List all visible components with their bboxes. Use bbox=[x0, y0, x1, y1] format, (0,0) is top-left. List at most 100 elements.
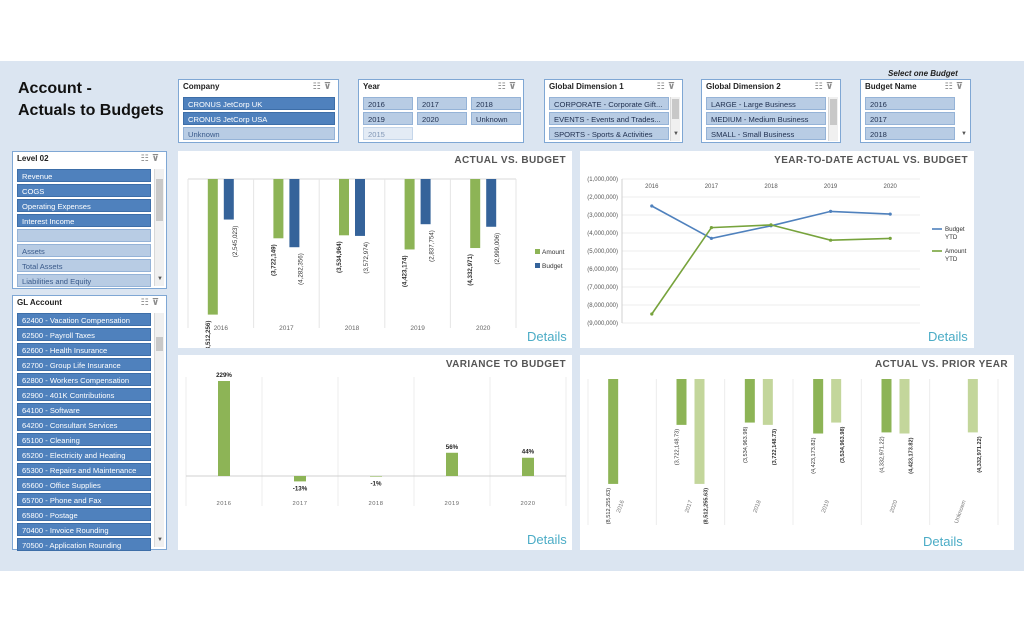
gl-account-item[interactable]: 70400 - Invoice Rounding bbox=[17, 523, 151, 536]
gl-account-item[interactable]: 65300 - Repairs and Maintenance bbox=[17, 463, 151, 476]
clear-filter-icon[interactable]: ⊽ bbox=[151, 153, 162, 163]
variance-chart: 229% 2016 -13% 2017 -1% 2018 56% 2019 44% 2020 bbox=[185, 372, 567, 507]
multi-select-icon[interactable]: ☷ bbox=[497, 81, 509, 91]
multi-select-icon[interactable]: ☷ bbox=[656, 81, 668, 91]
level02-item[interactable]: Assets bbox=[17, 244, 151, 257]
details-link[interactable]: Details bbox=[527, 532, 567, 547]
gl-account-item[interactable]: 62600 - Health Insurance bbox=[17, 343, 151, 356]
level-02-slicer: Level 02 ☷⊽ Revenue COGS Operating Expen… bbox=[12, 151, 167, 289]
bar-budget bbox=[486, 179, 497, 227]
multi-select-icon[interactable]: ☷ bbox=[944, 81, 956, 91]
gd2-item[interactable]: LARGE - Large Business bbox=[706, 97, 826, 110]
bar-prior bbox=[899, 379, 910, 434]
details-link[interactable]: Details bbox=[923, 534, 963, 549]
level02-item[interactable]: COGS bbox=[17, 184, 151, 197]
level02-item[interactable] bbox=[17, 229, 151, 242]
gl-account-item[interactable]: 70500 - Application Rounding bbox=[17, 538, 151, 551]
year-item[interactable]: 2015 bbox=[363, 127, 413, 140]
year-item[interactable]: 2019 bbox=[363, 112, 413, 125]
gd1-item[interactable]: CORPORATE - Corporate Gift... bbox=[549, 97, 669, 110]
level02-scrollbar[interactable] bbox=[154, 169, 164, 286]
data-point bbox=[829, 238, 833, 242]
data-label: 44% bbox=[522, 449, 535, 456]
bar-budget bbox=[420, 179, 431, 225]
gl-scrollbar[interactable] bbox=[154, 313, 164, 547]
gd1-item[interactable]: SPORTS - Sports & Activities bbox=[549, 127, 669, 140]
gl-account-item[interactable]: 62500 - Payroll Taxes bbox=[17, 328, 151, 341]
gd2-item[interactable]: MEDIUM - Medium Business bbox=[706, 112, 826, 125]
clear-filter-icon[interactable]: ⊽ bbox=[825, 81, 836, 91]
legend-label: Amount bbox=[945, 248, 967, 255]
clear-filter-icon[interactable]: ⊽ bbox=[667, 81, 678, 91]
tick-label: 2016 bbox=[214, 325, 229, 332]
y-tick-label: (8,000,000) bbox=[587, 303, 618, 309]
tick-label: Unknown bbox=[954, 500, 968, 525]
gd2-scrollbar[interactable] bbox=[828, 97, 838, 141]
scroll-down-icon[interactable]: ▼ bbox=[157, 276, 163, 282]
level02-item[interactable]: Total Assets bbox=[17, 259, 151, 272]
budget-item[interactable]: 2017 bbox=[865, 112, 955, 125]
clear-filter-icon[interactable]: ⊽ bbox=[323, 81, 334, 91]
data-point bbox=[709, 236, 713, 240]
data-label: (8,512,256) bbox=[205, 321, 212, 348]
bar-current bbox=[881, 379, 892, 433]
gd1-item[interactable]: EVENTS - Events and Trades... bbox=[549, 112, 669, 125]
tick-label: 2020 bbox=[521, 501, 536, 507]
gl-account-item[interactable]: 64200 - Consultant Services bbox=[17, 418, 151, 431]
chart-title: ACTUAL VS. BUDGET bbox=[454, 155, 566, 166]
multi-select-icon[interactable]: ☷ bbox=[140, 153, 152, 163]
bar-budget bbox=[223, 179, 234, 220]
bar-prior bbox=[831, 379, 842, 423]
gl-account-item[interactable]: 62700 - Group Life Insurance bbox=[17, 358, 151, 371]
clear-filter-icon[interactable]: ⊽ bbox=[151, 297, 162, 307]
company-item[interactable]: CRONUS JetCorp UK bbox=[183, 97, 335, 110]
company-item[interactable]: CRONUS JetCorp USA bbox=[183, 112, 335, 125]
gd1-scrollbar[interactable] bbox=[670, 97, 680, 141]
gl-account-item[interactable]: 65100 - Cleaning bbox=[17, 433, 151, 446]
gd2-item[interactable]: SMALL - Small Business bbox=[706, 127, 826, 140]
scroll-down-icon[interactable]: ▼ bbox=[157, 537, 163, 543]
level02-item[interactable]: Liabilities and Equity bbox=[17, 274, 151, 287]
year-item[interactable]: Unknown bbox=[471, 112, 521, 125]
clear-filter-icon[interactable]: ⊽ bbox=[508, 81, 519, 91]
clear-filter-icon[interactable]: ⊽ bbox=[955, 81, 966, 91]
scroll-down-icon[interactable]: ▼ bbox=[961, 131, 967, 137]
data-label: (4,332,971.22) bbox=[977, 436, 983, 473]
multi-select-icon[interactable]: ☷ bbox=[140, 297, 152, 307]
details-link[interactable]: Details bbox=[928, 329, 968, 344]
x-tick-label: 2017 bbox=[705, 184, 719, 190]
gl-account-item[interactable]: 62900 - 401K Contributions bbox=[17, 388, 151, 401]
chart-title: ACTUAL VS. PRIOR YEAR bbox=[874, 359, 1008, 370]
gl-account-item[interactable]: 65800 - Postage bbox=[17, 508, 151, 521]
data-label: 56% bbox=[446, 444, 459, 451]
budget-item[interactable]: 2016 bbox=[865, 97, 955, 110]
company-item[interactable]: Unknown bbox=[183, 127, 335, 140]
gl-account-item[interactable]: 65700 - Phone and Fax bbox=[17, 493, 151, 506]
x-tick-label: 2019 bbox=[824, 184, 838, 190]
gl-account-item[interactable]: 65600 - Office Supplies bbox=[17, 478, 151, 491]
legend-label: YTD bbox=[945, 256, 958, 263]
bar-current bbox=[813, 379, 824, 434]
gl-account-item[interactable]: 65200 - Electricity and Heating bbox=[17, 448, 151, 461]
gl-account-item[interactable]: 62800 - Workers Compensation bbox=[17, 373, 151, 386]
multi-select-icon[interactable]: ☷ bbox=[814, 81, 826, 91]
budget-item[interactable]: 2018 bbox=[865, 127, 955, 140]
level02-item[interactable]: Interest Income bbox=[17, 214, 151, 227]
year-item[interactable]: 2016 bbox=[363, 97, 413, 110]
level02-item[interactable]: Revenue bbox=[17, 169, 151, 182]
year-item[interactable]: 2017 bbox=[417, 97, 467, 110]
gl-account-item[interactable]: 64100 - Software bbox=[17, 403, 151, 416]
data-label: (8,512,255.63) bbox=[606, 488, 612, 525]
gd1-slicer-header: Global Dimension 1 ☷⊽ bbox=[545, 80, 682, 95]
details-link[interactable]: Details bbox=[527, 329, 567, 344]
gl-account-item[interactable]: 62400 - Vacation Compensation bbox=[17, 313, 151, 326]
data-label: (4,332,971.22) bbox=[880, 436, 886, 473]
year-item[interactable]: 2020 bbox=[417, 112, 467, 125]
level02-item[interactable]: Operating Expenses bbox=[17, 199, 151, 212]
scroll-down-icon[interactable]: ▼ bbox=[673, 131, 679, 137]
company-slicer-header: Company ☷⊽ bbox=[179, 80, 338, 95]
tick-label: 2018 bbox=[753, 500, 763, 514]
multi-select-icon[interactable]: ☷ bbox=[312, 81, 324, 91]
data-point bbox=[650, 204, 654, 208]
year-item[interactable]: 2018 bbox=[471, 97, 521, 110]
